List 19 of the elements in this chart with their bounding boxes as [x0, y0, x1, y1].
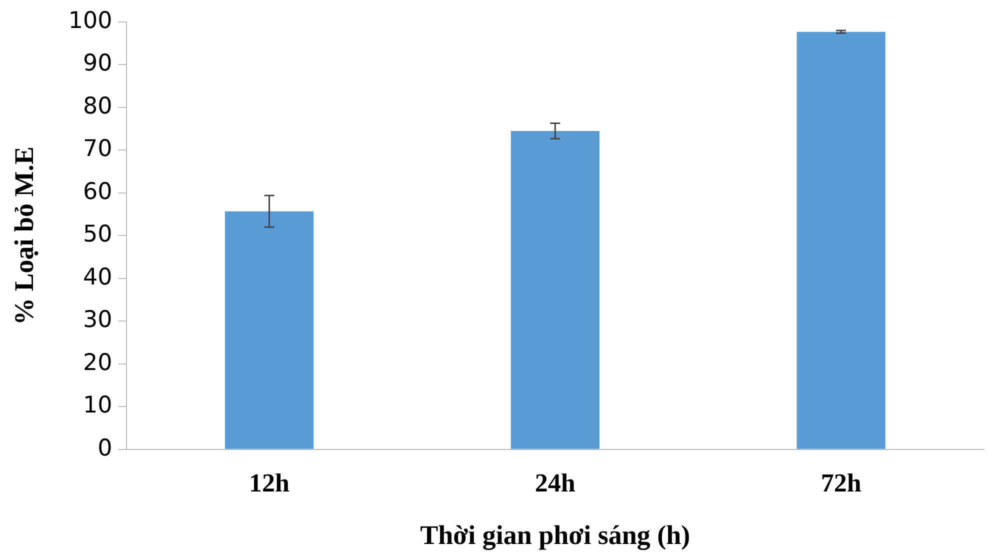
bar — [510, 130, 600, 449]
x-tick-label: 12h — [249, 468, 290, 498]
y-axis-title: % Loại bỏ M.E — [9, 146, 40, 325]
y-tick-label: 0 — [98, 435, 112, 462]
y-tick-label: 30 — [83, 307, 112, 334]
y-tick-label: 80 — [83, 93, 112, 120]
x-axis-title: Thời gian phơi sáng (h) — [420, 520, 690, 550]
y-tick-label: 70 — [83, 136, 112, 162]
y-tick-label: 90 — [83, 50, 112, 77]
x-tick-label: 24h — [534, 468, 576, 498]
y-tick-label: 60 — [83, 178, 112, 205]
bar — [796, 32, 886, 449]
y-tick-label: 100 — [68, 8, 112, 34]
x-tick-label: 72h — [820, 468, 862, 498]
y-tick-label: 50 — [83, 222, 112, 248]
bar — [224, 211, 314, 449]
y-tick-label: 10 — [83, 392, 112, 419]
y-tick-label: 40 — [83, 264, 112, 290]
y-tick-label: 20 — [83, 350, 112, 376]
